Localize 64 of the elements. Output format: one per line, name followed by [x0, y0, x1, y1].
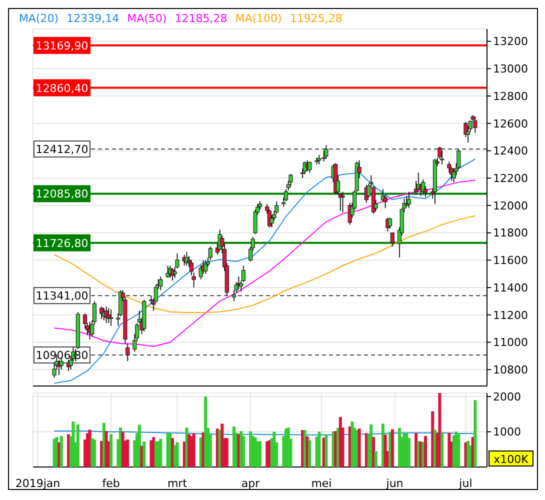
- y-tick-label: 11000: [493, 336, 528, 350]
- x-tick-label: apr: [241, 477, 260, 490]
- bar: [192, 433, 196, 467]
- y-tick-label: 12000: [493, 199, 528, 212]
- bar: [474, 400, 477, 467]
- y-tick-label: 13200: [493, 35, 528, 48]
- bar: [438, 393, 442, 467]
- bar: [204, 396, 208, 467]
- bar: [72, 422, 75, 467]
- candlestick: [126, 343, 130, 362]
- bar: [60, 436, 63, 467]
- x-tick-label: feb: [102, 477, 120, 490]
- bar: [390, 429, 394, 467]
- y-tick-label: 12200: [493, 172, 528, 185]
- y-tick-label: 12800: [493, 90, 528, 103]
- bar: [318, 432, 321, 467]
- y-tick-label: 1000: [493, 426, 521, 439]
- bar: [258, 441, 262, 467]
- bar: [374, 451, 378, 467]
- y-tick-label: 11200: [493, 308, 528, 322]
- x-tick-label: 2019jan: [15, 477, 60, 490]
- candlestick: [100, 306, 104, 320]
- ref-line-label: 11726,80: [36, 236, 88, 250]
- ref-line-label: 12412,70: [36, 143, 88, 156]
- candlestick: [390, 232, 394, 247]
- candlestick: [440, 150, 444, 165]
- text: 11925,28: [290, 12, 342, 25]
- y-tick-label: 11600: [493, 254, 528, 268]
- ref-line-label: 11341,00: [36, 290, 88, 303]
- x-tick-label: mrt: [167, 477, 188, 490]
- ref-line-label: 12860,40: [36, 82, 88, 95]
- bar: [76, 424, 80, 467]
- candlestick: [106, 308, 111, 324]
- bar: [358, 428, 361, 467]
- text: 12185,28: [174, 12, 228, 25]
- text: MA(20): [19, 12, 59, 25]
- text: MA(100): [235, 12, 282, 25]
- y-tick-label: 11800: [493, 226, 528, 240]
- y-tick-label: 13000: [493, 62, 528, 76]
- text: MA(50): [127, 12, 167, 25]
- y-tick-label: 10800: [493, 363, 528, 376]
- bar: [372, 437, 375, 467]
- candlestick: [388, 217, 392, 230]
- ref-line-label: 13169,90: [36, 39, 88, 52]
- x-tick-label: jun: [385, 477, 404, 490]
- y-tick-label: 2000: [493, 390, 521, 404]
- x-tick-label: jul: [458, 477, 472, 490]
- text: 12339,14: [66, 12, 120, 25]
- y-axis-title: x100K: [494, 453, 530, 466]
- bar: [176, 442, 179, 467]
- bar: [159, 438, 162, 467]
- y-tick-label: 12600: [493, 117, 528, 130]
- bar: [324, 435, 328, 467]
- bar: [457, 434, 460, 467]
- candlestick: [288, 173, 293, 187]
- candlestick: [340, 191, 345, 213]
- ref-line-label: 12085,80: [36, 188, 88, 201]
- bar: [308, 440, 312, 467]
- bar: [110, 434, 113, 467]
- x-tick-label: mei: [311, 477, 332, 490]
- candlestick: [324, 144, 328, 160]
- y-tick-label: 11400: [493, 281, 528, 294]
- bar: [440, 432, 444, 467]
- y-tick-label: 12400: [493, 144, 528, 158]
